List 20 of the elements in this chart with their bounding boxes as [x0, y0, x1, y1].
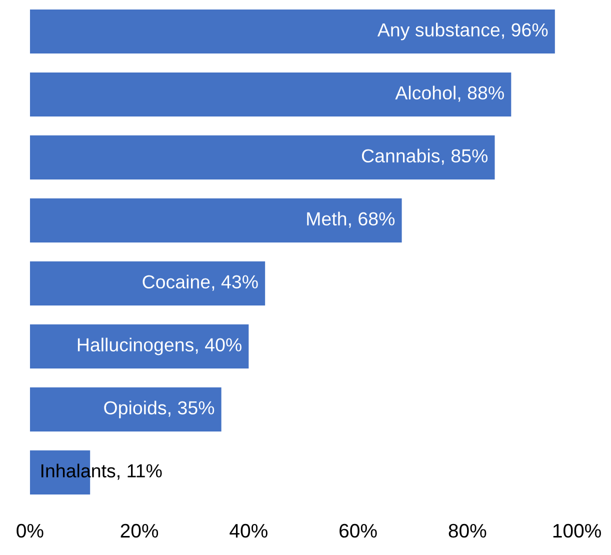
- data-label: Any substance, 96%: [377, 22, 548, 40]
- data-label: Opioids, 35%: [104, 400, 214, 418]
- x-tick-label: 20%: [120, 524, 158, 538]
- x-tick-label: 80%: [448, 524, 486, 538]
- bar: [30, 198, 402, 243]
- data-label: Hallucinogens, 40%: [78, 338, 242, 356]
- bar: [30, 9, 555, 54]
- data-label: Meth, 68%: [307, 212, 395, 228]
- bar: [30, 261, 266, 306]
- data-label: Cannabis, 85%: [362, 148, 488, 165]
- bar: [30, 135, 495, 180]
- bar: [30, 324, 249, 369]
- data-label: Alcohol, 88%: [395, 86, 504, 102]
- x-tick-label: 0%: [16, 524, 44, 538]
- bar: [30, 72, 512, 117]
- x-tick-label: 40%: [230, 524, 268, 538]
- data-label: Cocaine, 43%: [142, 274, 258, 291]
- x-tick-label: 100%: [553, 524, 601, 538]
- x-tick-label: 60%: [340, 524, 377, 538]
- bar: [30, 387, 222, 432]
